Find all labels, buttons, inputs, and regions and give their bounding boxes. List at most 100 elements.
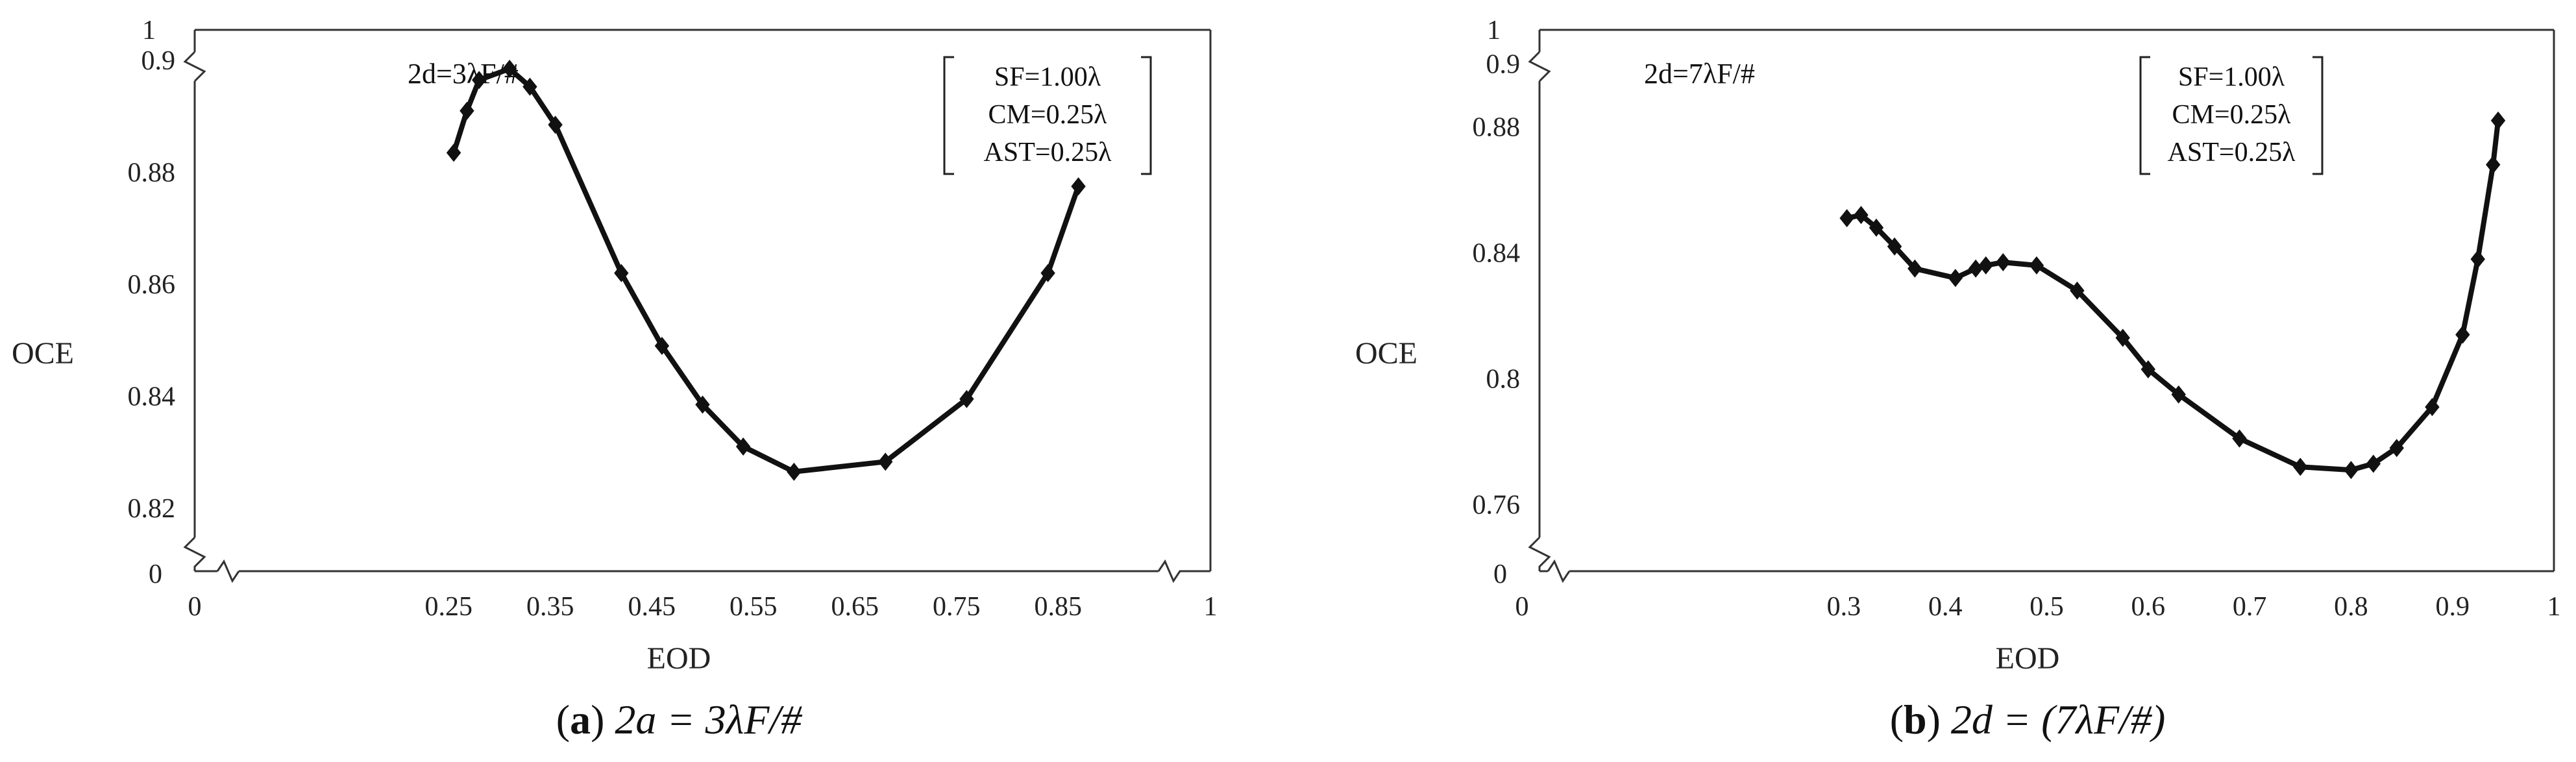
legend-box: SF=1.00λ CM=0.25λ AST=0.25λ <box>943 56 1152 175</box>
data-point <box>2141 360 2155 378</box>
chart-panel-b: 0.76 0.8 0.84 0.88 0.9 0.3 0.4 0.5 0.6 0.7 0.8 0.9… <box>1355 16 2561 743</box>
series-line <box>1846 120 2501 473</box>
data-point <box>614 264 629 282</box>
x-axis-break-left <box>1547 559 1571 584</box>
x-tick-label: 0.3 <box>1827 592 1861 622</box>
data-point <box>878 452 893 471</box>
data-point <box>1978 256 1993 275</box>
data-point <box>2293 458 2308 476</box>
data-point <box>1869 218 1884 237</box>
data-point <box>2389 439 2404 458</box>
y-axis-label: OCE <box>1355 336 1417 371</box>
data-point <box>2366 454 2381 473</box>
y-axis-label: OCE <box>12 336 74 371</box>
y-axis-end-label-bottom: 0 <box>149 559 162 589</box>
data-point <box>787 462 802 481</box>
y-tick-label: 0.88 <box>128 158 176 188</box>
x-axis-end-label-right: 1 <box>1204 592 1218 622</box>
data-point <box>1071 177 1086 196</box>
x-tick-label: 0.85 <box>1035 592 1083 622</box>
x-tick-label: 0.5 <box>2030 592 2064 622</box>
data-point <box>2486 155 2501 174</box>
data-point <box>1839 209 1854 228</box>
data-point <box>1854 206 1869 225</box>
panel-a-label: a <box>570 696 591 743</box>
x-axis-end-label-left: 0 <box>188 592 202 622</box>
panel-a-caption: (a) 2a = 3λF/# <box>556 696 802 743</box>
data-point <box>959 389 974 408</box>
panel-a-caption-text: 2a = 3λF/# <box>615 696 802 743</box>
x-tick-label: 0.8 <box>2334 592 2368 622</box>
data-point <box>1996 253 2011 272</box>
y-tick-label: 0.86 <box>128 270 176 300</box>
legend-line-sf: SF=1.00λ <box>2178 62 2285 92</box>
data-point <box>2232 429 2247 448</box>
data-point <box>2171 385 2186 404</box>
y-tick-labels: 0.82 0.84 0.86 0.88 0.9 <box>128 46 176 524</box>
data-point <box>1040 264 1055 282</box>
y-tick-label: 0.84 <box>1473 239 1521 269</box>
data-point <box>1887 237 1902 256</box>
data-point <box>2070 281 2085 300</box>
data-point <box>502 60 517 79</box>
data-point <box>522 77 537 96</box>
x-axis-label: EOD <box>647 641 711 676</box>
panel-b-caption-text: 2d = (7λF/#) <box>1951 696 2165 743</box>
y-axis-end-label-top: 1 <box>1487 16 1501 45</box>
panel-b-caption: (b) 2d = (7λF/#) <box>1890 696 2166 743</box>
y-axis-end-label-bottom: 0 <box>1493 559 1507 589</box>
legend-line-sf: SF=1.00λ <box>994 62 1101 92</box>
legend-bracket-right <box>1141 56 1152 175</box>
x-axis-break-left <box>216 559 240 584</box>
series-line <box>451 66 1081 474</box>
x-tick-label: 0.25 <box>425 592 473 622</box>
data-point <box>654 336 670 355</box>
legend-line-ast: AST=0.25λ <box>984 138 1112 167</box>
data-point <box>735 437 751 456</box>
y-tick-labels: 0.76 0.8 0.84 0.88 0.9 <box>1473 50 1521 521</box>
x-axis-label: EOD <box>1996 641 2060 676</box>
legend-line-ast: AST=0.25λ <box>2168 138 2296 167</box>
legend-line-cm: CM=0.25λ <box>988 100 1108 130</box>
data-point <box>2344 461 2359 480</box>
y-axis-break-bottom <box>1528 536 1551 571</box>
x-tick-label: 0.75 <box>933 592 981 622</box>
x-tick-label: 0.7 <box>2233 592 2267 622</box>
data-point <box>1948 269 1963 288</box>
y-tick-label: 0.82 <box>128 494 176 524</box>
data-point <box>1968 259 1983 278</box>
y-axis-break-top <box>183 51 206 82</box>
x-tick-label: 0.65 <box>831 592 879 622</box>
x-axis-end-label-right: 1 <box>2547 592 2561 622</box>
data-point <box>1907 259 1922 278</box>
chart-panel-a: 0.82 0.84 0.86 0.88 0.9 0.25 0.35 0.45 0.55 0.65… <box>12 16 1218 743</box>
data-point <box>446 143 461 162</box>
x-tick-label: 0.35 <box>526 592 574 622</box>
y-axis-break-bottom <box>183 536 206 571</box>
y-tick-label: 0.84 <box>128 382 176 412</box>
y-tick-label: 0.76 <box>1473 491 1521 521</box>
y-tick-label: 0.9 <box>1486 50 1521 80</box>
x-tick-label: 0.9 <box>2435 592 2470 622</box>
data-point <box>460 101 474 120</box>
data-point <box>2115 328 2130 347</box>
data-point <box>2470 250 2485 269</box>
x-tick-label: 0.4 <box>1928 592 1963 622</box>
x-tick-label: 0.55 <box>730 592 778 622</box>
x-tick-label: 0.45 <box>628 592 676 622</box>
y-axis-break-top <box>1528 51 1551 82</box>
x-tick-label: 0.6 <box>2131 592 2166 622</box>
data-point <box>2455 325 2470 344</box>
x-axis-end-label-left: 0 <box>1515 592 1529 622</box>
panel-b-label: b <box>1904 696 1927 743</box>
legend-box: SF=1.00λ CM=0.25λ AST=0.25λ <box>2139 56 2324 175</box>
series-markers <box>446 60 1086 481</box>
legend-line-cm: CM=0.25λ <box>2172 100 2292 130</box>
y-tick-label: 0.9 <box>141 46 176 76</box>
data-point <box>2490 111 2506 130</box>
inplot-annotation: 2d=7λF/# <box>1644 58 1755 90</box>
legend-bracket-left <box>943 56 954 175</box>
data-point <box>2425 398 2440 417</box>
x-tick-labels: 0.3 0.4 0.5 0.6 0.7 0.8 0.9 <box>1827 592 2470 622</box>
y-axis-end-label-top: 1 <box>142 16 156 45</box>
